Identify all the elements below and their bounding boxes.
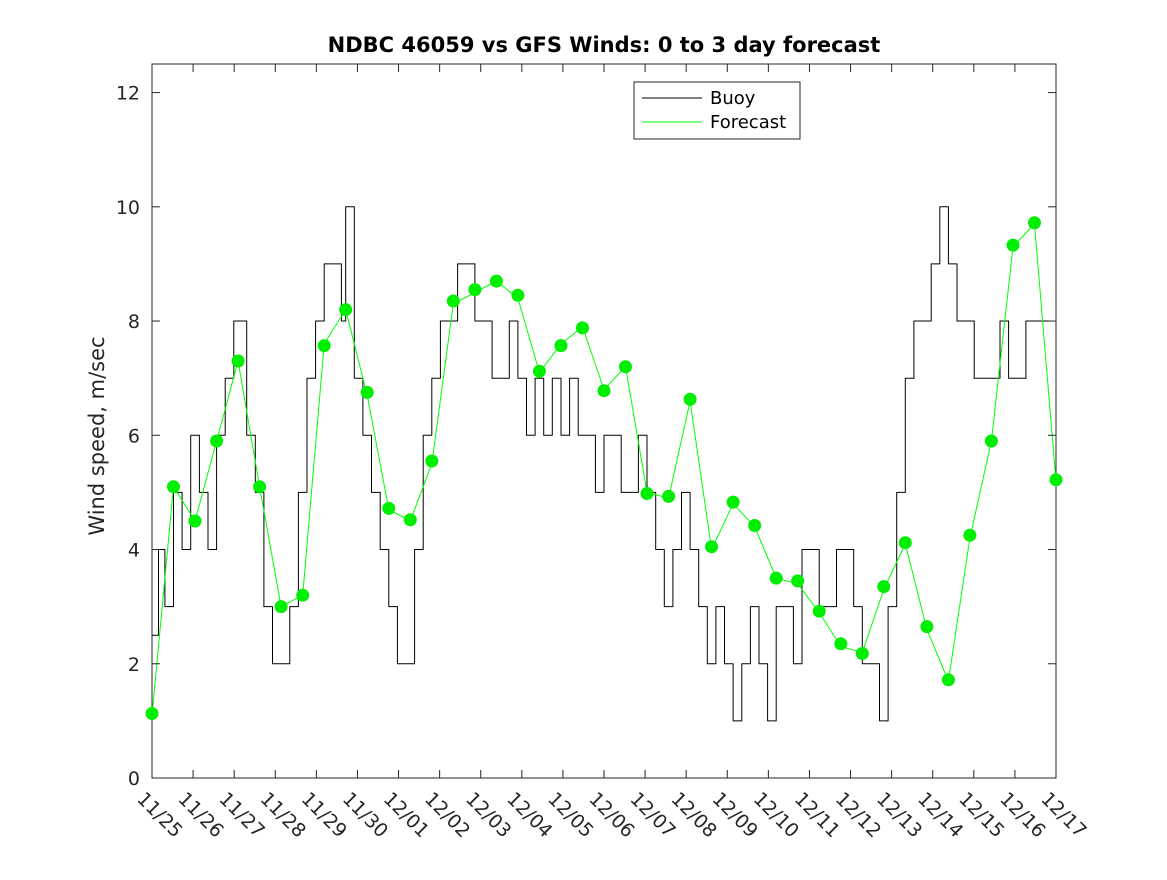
- x-tick-label: 11/27: [215, 788, 269, 842]
- forecast-point: [188, 514, 202, 528]
- x-tick-label: 12/02: [420, 788, 474, 842]
- y-axis-label: Wind speed, m/sec: [85, 336, 109, 535]
- forecast-point: [1049, 473, 1063, 487]
- series-line-buoy: [152, 206, 1052, 722]
- forecast-point: [834, 637, 848, 651]
- y-tick-label: 12: [116, 83, 140, 105]
- forecast-point: [1028, 216, 1041, 230]
- x-tick-label: 12/13: [872, 788, 926, 842]
- forecast-point: [403, 513, 417, 527]
- y-tick-label: 2: [128, 654, 140, 676]
- forecast-point: [210, 434, 224, 448]
- y-tick-label: 0: [128, 768, 140, 790]
- forecast-point: [619, 360, 632, 374]
- forecast-point: [231, 354, 245, 368]
- forecast-point: [446, 294, 460, 308]
- legend-label-buoy: Buoy: [710, 88, 756, 109]
- forecast-point: [877, 580, 891, 594]
- forecast-point: [683, 392, 697, 406]
- forecast-point: [1006, 238, 1020, 252]
- x-tick-label: 12/07: [626, 788, 680, 842]
- x-tick-label: 12/08: [667, 788, 721, 842]
- forecast-point: [941, 673, 955, 687]
- forecast-point: [769, 571, 783, 585]
- forecast-point: [726, 495, 740, 509]
- forecast-point: [963, 528, 977, 542]
- forecast-point: [898, 536, 912, 550]
- forecast-point: [920, 620, 934, 634]
- forecast-point: [532, 364, 546, 378]
- x-tick-label: 12/05: [543, 788, 597, 842]
- x-tick-label: 11/30: [338, 788, 392, 842]
- forecast-point: [425, 454, 439, 468]
- forecast-point: [468, 283, 482, 297]
- x-tick-label: 12/15: [954, 788, 1008, 842]
- y-tick-label: 4: [128, 540, 140, 562]
- forecast-point: [145, 707, 159, 720]
- x-tick-label: 12/10: [749, 788, 803, 842]
- forecast-point: [339, 303, 353, 317]
- y-tick-label: 8: [128, 311, 140, 333]
- forecast-point: [812, 604, 826, 618]
- forecast-point: [167, 480, 180, 494]
- forecast-point: [274, 600, 288, 614]
- plot-area: [151, 63, 1057, 779]
- forecast-point: [296, 588, 310, 602]
- x-tick-label: 11/26: [174, 788, 228, 842]
- x-tick-label: 12/06: [584, 788, 638, 842]
- x-tick-label: 11/25: [132, 788, 186, 842]
- forecast-point: [360, 385, 374, 399]
- x-tick-label: 11/28: [256, 788, 310, 842]
- legend: Buoy Forecast: [633, 81, 801, 140]
- forecast-point: [253, 480, 267, 494]
- x-tick-label: 12/17: [1036, 788, 1090, 842]
- forecast-point: [662, 489, 676, 503]
- forecast-point: [576, 321, 589, 335]
- x-tick-label: 11/29: [297, 788, 351, 842]
- x-tick-label: 12/16: [995, 788, 1049, 842]
- x-tick-label: 12/12: [831, 788, 885, 842]
- y-tick-label: 10: [116, 197, 140, 219]
- x-tick-label: 12/09: [708, 788, 762, 842]
- legend-label-forecast: Forecast: [710, 112, 786, 133]
- forecast-point: [554, 339, 568, 353]
- forecast-point: [597, 384, 611, 398]
- y-axis-ticks: 0 2 4 6 8 10 12: [116, 83, 1056, 790]
- x-tick-label: 12/01: [379, 788, 433, 842]
- x-tick-label: 12/03: [461, 788, 515, 842]
- points-layer: [145, 216, 1063, 720]
- forecast-point: [382, 501, 396, 515]
- forecast-point: [489, 274, 503, 288]
- legend-box: [633, 81, 801, 140]
- forecast-point: [984, 434, 998, 448]
- forecast-point: [748, 519, 762, 532]
- forecast-point: [855, 647, 869, 660]
- chart-title: NDBC 46059 vs GFS Winds: 0 to 3 day fore…: [328, 33, 881, 57]
- forecast-point: [511, 288, 525, 302]
- x-tick-label: 12/14: [913, 788, 967, 842]
- forecast-point: [791, 574, 805, 588]
- forecast-point: [640, 487, 654, 500]
- x-tick-label: 12/04: [502, 788, 556, 842]
- forecast-point: [705, 540, 719, 554]
- x-tick-label: 12/11: [790, 788, 844, 842]
- y-tick-label: 6: [128, 425, 140, 447]
- forecast-point: [317, 339, 331, 353]
